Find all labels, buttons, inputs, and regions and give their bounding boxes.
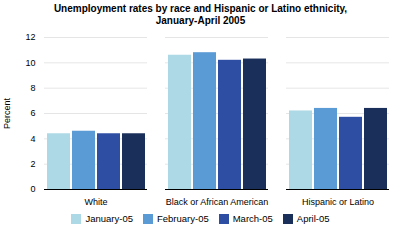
svg-text:Hispanic or Latino: Hispanic or Latino xyxy=(302,197,374,207)
svg-text:12: 12 xyxy=(25,32,35,42)
svg-text:White: White xyxy=(84,197,107,207)
html-text:April-05: April-05 xyxy=(296,213,330,224)
svg-text:8: 8 xyxy=(30,83,35,93)
html-text:Unemployment rates by race and: Unemployment rates by race and Hispanic … xyxy=(53,3,348,26)
svg-text:2: 2 xyxy=(30,159,35,169)
svg-text:0: 0 xyxy=(30,184,35,194)
svg-text:6: 6 xyxy=(30,108,35,118)
html-text:March-05: March-05 xyxy=(232,213,273,224)
svg-text:Black or African American: Black or African American xyxy=(166,197,269,207)
svg-text:10: 10 xyxy=(25,58,35,68)
html-text:February-05: February-05 xyxy=(157,213,209,224)
svg-text:4: 4 xyxy=(30,134,35,144)
svg-text:Percent: Percent xyxy=(2,97,12,129)
html-text:January-05: January-05 xyxy=(85,213,133,224)
